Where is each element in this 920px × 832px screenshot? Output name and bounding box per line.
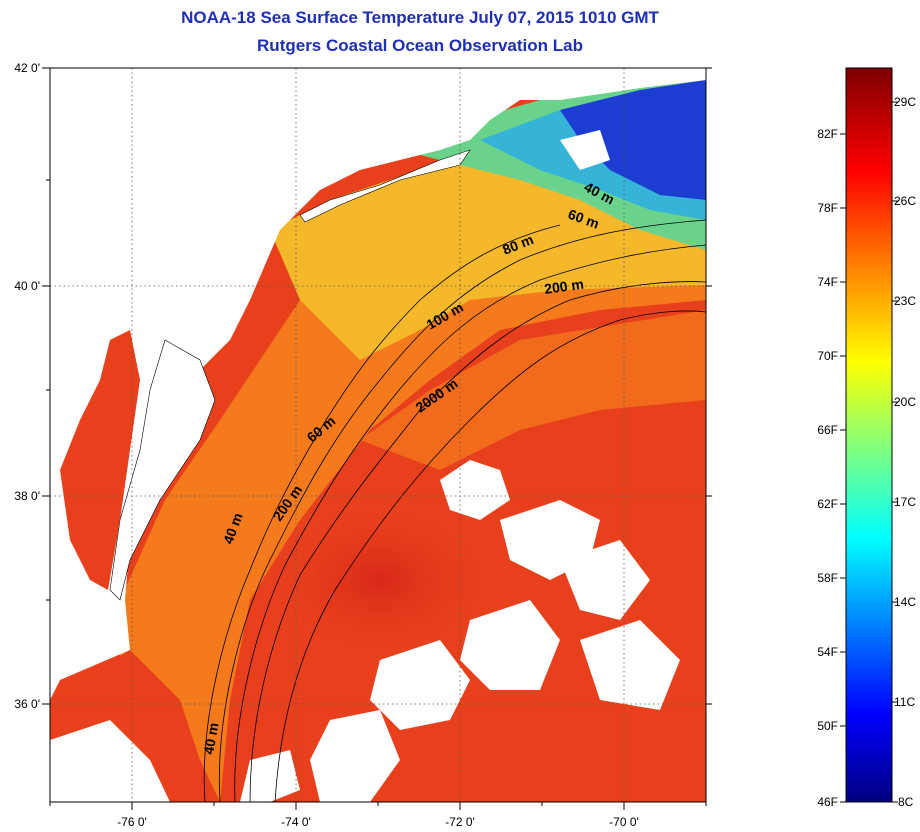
- cloud-gap: [560, 130, 610, 170]
- lat-tick-label: 38 0': [14, 489, 40, 503]
- colorbar-c-label: 11C: [894, 695, 915, 709]
- map-title-line-1: NOAA-18 Sea Surface Temperature July 07,…: [181, 8, 659, 27]
- nc-mainland: [50, 720, 170, 802]
- cool-shelf-region: [270, 160, 706, 360]
- colorbar-c-label: 14C: [894, 595, 916, 609]
- cloud-gap: [460, 600, 560, 690]
- colorbar-c-label: 20C: [894, 395, 916, 409]
- colorbar-c-label: 26C: [894, 194, 916, 208]
- colorbar-f-label: 66F: [817, 423, 838, 437]
- cloud-gap: [370, 640, 470, 730]
- lon-tick-label: -74 0': [281, 815, 311, 829]
- chesapeake-bay: [60, 330, 140, 590]
- cloud-gap: [310, 710, 400, 802]
- lon-tick-label: -72 0': [445, 815, 475, 829]
- warm-core-region: [260, 500, 500, 660]
- lon-tick-label: -70 0': [609, 815, 639, 829]
- colorbar-f-label: 46F: [817, 795, 838, 809]
- graticule: [50, 68, 706, 802]
- colorbar: [845, 67, 893, 803]
- colorbar-c-label: 23C: [894, 294, 916, 308]
- land-mass: [50, 68, 706, 700]
- cloud-gap: [240, 750, 300, 802]
- lat-tick-label: 36 0': [14, 697, 40, 711]
- lat-tick-label: 42 0': [14, 61, 40, 75]
- colorbar-f-label: 70F: [817, 349, 838, 363]
- map-title-line-2: Rutgers Coastal Ocean Observation Lab: [257, 36, 583, 55]
- colorbar-f-label: 82F: [817, 127, 838, 141]
- colorbar-f-label: 54F: [817, 645, 838, 659]
- colorbar-c-label: 17C: [894, 495, 916, 509]
- shelf-water-region: [120, 210, 706, 802]
- axis-ticks: [42, 67, 712, 810]
- contour-label: 40 m: [200, 721, 221, 755]
- cloud-gap: [440, 460, 510, 520]
- colorbar-f-label: 78F: [817, 201, 838, 215]
- slope-water-region: [360, 310, 706, 470]
- colorbar-ticks: [840, 101, 898, 803]
- cloud-gap: [560, 540, 650, 620]
- colorbar-f-label: 74F: [817, 275, 838, 289]
- lon-tick-label: -76 0': [117, 815, 147, 829]
- colorbar-c-label: 8C: [898, 795, 914, 809]
- lat-tick-label: 40 0': [14, 279, 40, 293]
- contour-label: 200 m: [543, 276, 585, 297]
- long-island: [299, 149, 471, 223]
- colorbar-f-label: 62F: [817, 497, 838, 511]
- colorbar-f-label: 58F: [817, 571, 838, 585]
- bathymetry-contours: [203, 219, 706, 802]
- delmarva-peninsula: [109, 339, 216, 601]
- colorbar-f-label: 50F: [817, 719, 838, 733]
- map-plot-area: [50, 68, 706, 802]
- coldest-water-region: [560, 80, 706, 200]
- cloud-gap: [580, 620, 680, 710]
- colorbar-c-label: 29C: [894, 95, 916, 109]
